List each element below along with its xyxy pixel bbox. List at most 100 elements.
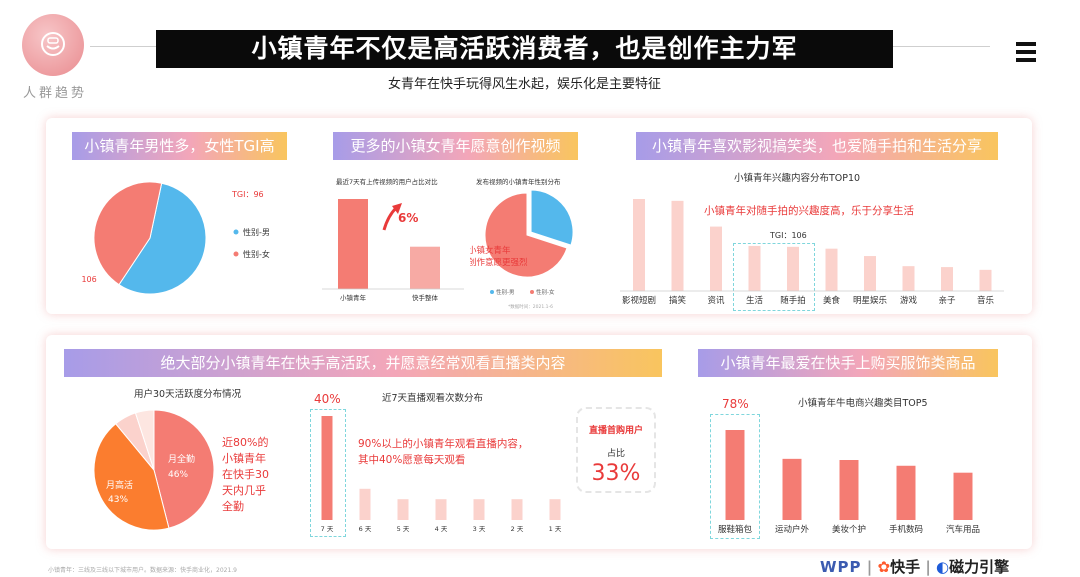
- legend-female-dot: [233, 251, 239, 257]
- tick-label-2: 资讯: [707, 295, 725, 306]
- menu-icon[interactable]: [1016, 42, 1036, 62]
- bar-5: [511, 499, 523, 520]
- interest-chart-title: 小镇青年兴趣内容分布TOP10: [734, 173, 861, 184]
- tick-label-4: 随手拍: [780, 295, 806, 306]
- tick-label-7: 游戏: [900, 295, 918, 306]
- upload-chart-title: 最近7天有上传视频的用户占比对比: [336, 178, 438, 186]
- tick-label-2: 美妆个护: [832, 524, 866, 535]
- pie-slice-0: [530, 190, 574, 246]
- page-subtitle: 女青年在快手玩得风生水起，娱乐化是主要特征: [387, 77, 661, 92]
- bar-3: [748, 245, 761, 291]
- brand-logos: WPP | ✿快手 | ◐磁力引擎: [820, 558, 1010, 576]
- gender-pie-chart: TGI：96 TGI：106 性别-男 性别-女: [80, 181, 270, 295]
- bar-0: [725, 430, 745, 520]
- svg-text:小镇青年: 小镇青年: [222, 451, 266, 465]
- bar-8: [941, 267, 953, 291]
- bar-3: [896, 465, 916, 520]
- slice-full-label: 月全勤: [168, 453, 195, 465]
- tick-label-2: 5 天: [397, 525, 410, 533]
- bar-2: [397, 499, 409, 520]
- tick-label-1: 搞笑: [669, 295, 687, 306]
- slice-full-pct: 46%: [168, 470, 188, 480]
- tick-label-4: 3 天: [473, 525, 486, 533]
- ecom-top-label: 78%: [722, 397, 749, 411]
- smile-icon: [41, 32, 65, 56]
- wpp-logo: WPP: [820, 558, 862, 576]
- pie-slice-3: [134, 409, 155, 471]
- svg-text:近80%的: 近80%的: [222, 435, 268, 449]
- growth-arrow: [382, 206, 398, 231]
- first-purchase-sub: 占比: [606, 449, 625, 459]
- bar-7: [902, 266, 915, 291]
- bar-4: [787, 246, 799, 291]
- legend2-female: 性别-女: [536, 288, 555, 296]
- live-chart-title: 近7天直播观看次数分布: [382, 393, 484, 404]
- svg-text:其中40%愿意每天观看: 其中40%愿意每天观看: [358, 453, 465, 466]
- tick-label-9: 音乐: [977, 295, 995, 306]
- tick-label-6: 1 天: [549, 525, 562, 533]
- bar-4: [953, 472, 973, 520]
- svg-text:在快手30: 在快手30: [222, 467, 269, 481]
- ecom-highlight-box: [710, 414, 760, 539]
- creator-gender-pie: 小镇女青年 创作意愿更强烈 性别-男 性别-女 *数据时间：2021.1-6: [470, 190, 574, 310]
- kuaishou-logo-icon: ✿: [877, 558, 891, 576]
- bar-0: [338, 199, 368, 289]
- tick-label-3: 4 天: [435, 525, 448, 533]
- tick-label-0: 影视短剧: [622, 295, 656, 306]
- bar-1: [782, 458, 802, 520]
- tick-label-1: 快手整体: [412, 293, 439, 302]
- kuaishou-logo: 快手: [890, 558, 921, 576]
- bar-2: [839, 460, 859, 520]
- section5-banner: 小镇青年最爱在快手上购买服饰类商品: [698, 349, 998, 377]
- bar-9: [979, 269, 992, 291]
- activity-pie-title: 用户30天活跃度分布情况: [134, 389, 242, 400]
- first-purchase-value: 33%: [591, 461, 641, 486]
- page-title: 小镇青年不仅是高活跃消费者，也是创作主力军: [156, 30, 893, 68]
- tgi-male-label: TGI：96: [231, 190, 264, 199]
- data-source: *数据时间：2021.1-6: [508, 303, 553, 310]
- bar-5: [825, 248, 838, 291]
- gender-dist-title: 发布视频的小镇青年性别分布: [476, 178, 561, 186]
- pie-slice-1: [93, 423, 170, 531]
- pie-slice-0: [118, 182, 207, 295]
- bar-1: [671, 200, 684, 291]
- tick-label-0: 小镇青年: [340, 293, 367, 302]
- bar-0: [633, 199, 645, 291]
- pie-slice-0: [153, 409, 215, 529]
- interest-tgi: TGI：106: [769, 231, 807, 240]
- legend-male: 性别-男: [243, 227, 270, 237]
- slice-high-label: 月高活: [106, 479, 133, 491]
- tick-label-6: 明星娱乐: [853, 295, 888, 306]
- first-purchase-box: 直播首购用户 占比 33%: [576, 407, 656, 493]
- section4-banner: 绝大部分小镇青年在快手高活跃，并愿意经常观看直播类内容: [64, 349, 662, 377]
- section3-banner: 小镇青年喜欢影视搞笑类，也爱随手拍和生活分享: [636, 132, 998, 160]
- legend-male-dot: [233, 229, 239, 235]
- tick-label-3: 手机数码: [889, 524, 923, 535]
- bar-3: [435, 499, 447, 520]
- tick-label-4: 汽车用品: [946, 524, 980, 535]
- tick-label-0: 7 天: [321, 525, 334, 533]
- tick-label-1: 运动户外: [775, 524, 810, 535]
- tick-label-5: 美食: [823, 295, 841, 306]
- pie-slice-1: [484, 192, 568, 278]
- callout-line1: 小镇女青年: [470, 245, 511, 256]
- tick-label-0: 服鞋箱包: [718, 524, 753, 535]
- interest-bar-chart: 影视短剧 搞笑 资讯 生活 随手拍 美食 明星娱乐 游戏 亲子 音乐 小镇青年对随手拍的兴趣度高，…: [620, 199, 1004, 306]
- cili-logo-icon: ◐: [936, 558, 950, 576]
- live-top-label: 40%: [314, 392, 341, 406]
- bar-4: [473, 499, 485, 520]
- legend-female: 性别-女: [243, 249, 270, 259]
- ecom-bar-chart: 服鞋箱包 运动户外 美妆个护 手机数码 汽车用品: [718, 430, 980, 535]
- legend2-male: 性别-男: [496, 288, 515, 296]
- logo: [22, 14, 84, 76]
- svg-text:90%以上的小镇青年观看直播内容，: 90%以上的小镇青年观看直播内容，: [358, 437, 528, 450]
- footnote: 小镇青年：三线及三线以下城市用户。数据来源：快手商业化，2021.9: [48, 567, 237, 574]
- activity-pie-chart: 月全勤 46% 月高活 43%: [93, 409, 215, 531]
- bar-1: [410, 246, 440, 289]
- bar-6: [864, 256, 876, 291]
- live-highlight-box: [310, 409, 346, 537]
- bar-0: [321, 416, 333, 520]
- bar-1: [359, 488, 371, 520]
- bar-2: [710, 226, 722, 291]
